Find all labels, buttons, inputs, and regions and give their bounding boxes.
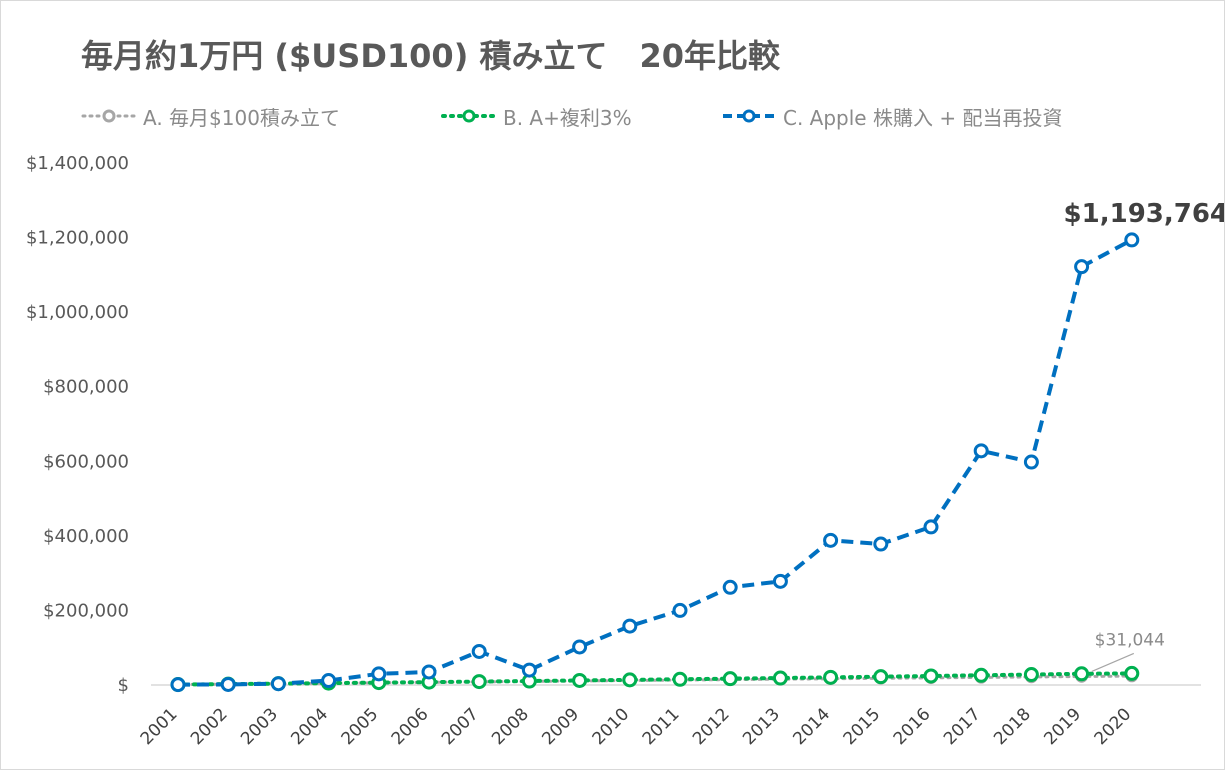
x-tick-label: 2002 xyxy=(187,704,232,749)
x-tick-label: 2012 xyxy=(689,704,734,749)
x-tick-label: 2011 xyxy=(639,704,684,749)
legend-swatch-b xyxy=(441,109,497,123)
x-tick-label: 2016 xyxy=(890,704,935,749)
x-tick-label: 2018 xyxy=(990,704,1035,749)
x-tick-label: 2013 xyxy=(739,704,784,749)
x-tick-label: 2008 xyxy=(488,704,533,749)
data-point-b xyxy=(973,667,989,683)
x-tick-label: 2009 xyxy=(538,704,583,749)
series-line-c xyxy=(177,238,1133,687)
data-point-c xyxy=(220,676,236,692)
data-point-c xyxy=(973,443,989,459)
legend-item-b: B. A+複利3% xyxy=(441,101,632,131)
data-point-c xyxy=(923,519,939,535)
data-point-c xyxy=(772,573,788,589)
y-tick-label: $1,200,000 xyxy=(26,228,129,249)
data-point-c xyxy=(1124,232,1140,248)
data-point-b xyxy=(572,672,588,688)
y-tick-label: $400,000 xyxy=(43,526,129,547)
x-tick-label: 2019 xyxy=(1040,704,1085,749)
x-tick-label: 2015 xyxy=(840,704,885,749)
annotation-final-value-b: $31,044 xyxy=(1095,630,1165,650)
annotation-final-value-c: $1,193,764 xyxy=(1064,199,1224,229)
y-tick-label: $200,000 xyxy=(43,600,129,621)
data-point-c xyxy=(421,664,437,680)
data-point-b xyxy=(622,672,638,688)
y-tick-label: $800,000 xyxy=(43,377,129,398)
data-point-c xyxy=(873,536,889,552)
annotation-leader-line xyxy=(1091,652,1135,672)
data-point-c xyxy=(622,618,638,634)
x-tick-label: 2005 xyxy=(338,704,383,749)
data-point-c xyxy=(521,662,537,678)
chart-title: 毎月約1万円 ($USD100) 積み立て 20年比較 xyxy=(81,37,780,75)
x-tick-label: 2017 xyxy=(940,704,985,749)
y-tick-label: $1,400,000 xyxy=(26,153,129,174)
data-point-b xyxy=(1023,667,1039,683)
y-tick-label: $1,000,000 xyxy=(26,302,129,323)
data-point-c xyxy=(170,677,186,693)
data-point-c xyxy=(823,532,839,548)
x-tick-label: 2014 xyxy=(789,704,834,749)
legend-swatch-c xyxy=(723,109,775,123)
data-point-c xyxy=(672,602,688,618)
x-tick-label: 2020 xyxy=(1091,704,1136,749)
legend-swatch-a xyxy=(81,109,137,123)
data-point-b xyxy=(471,674,487,690)
data-point-c xyxy=(1074,259,1090,275)
x-tick-label: 2003 xyxy=(237,704,282,749)
data-point-b xyxy=(873,669,889,685)
data-point-c xyxy=(471,643,487,659)
y-tick-label: $600,000 xyxy=(43,451,129,472)
data-point-b xyxy=(672,671,688,687)
data-point-b xyxy=(772,670,788,686)
legend-item-c: C. Apple 株購入 + 配当再投資 xyxy=(721,101,1062,131)
data-point-c xyxy=(321,673,337,689)
data-point-c xyxy=(270,676,286,692)
data-point-c xyxy=(371,666,387,682)
legend-label-a: A. 毎月$100積み立て xyxy=(143,105,340,130)
legend-item-a: A. 毎月$100積み立て xyxy=(81,101,340,131)
data-point-c xyxy=(722,579,738,595)
data-point-c xyxy=(572,639,588,655)
data-point-b xyxy=(1074,666,1090,682)
legend-label-b: B. A+複利3% xyxy=(503,105,632,130)
data-point-c xyxy=(1023,454,1039,470)
data-point-b xyxy=(1124,665,1140,681)
x-tick-label: 2010 xyxy=(589,704,634,749)
data-point-b xyxy=(823,669,839,685)
series-line-a xyxy=(176,674,1134,687)
series-line-b xyxy=(176,671,1134,687)
data-point-b xyxy=(923,668,939,684)
x-tick-label: 2004 xyxy=(287,704,332,749)
data-point-b xyxy=(722,671,738,687)
legend-label-c: C. Apple 株購入 + 配当再投資 xyxy=(783,105,1063,130)
x-tick-label: 2001 xyxy=(137,704,182,749)
y-tick-label: $ xyxy=(118,675,129,696)
x-tick-label: 2006 xyxy=(388,704,433,749)
x-tick-label: 2007 xyxy=(438,704,483,749)
chart-legend: A. 毎月$100積み立て B. A+複利3% C. Apple 株購入 + 配… xyxy=(1,101,1224,131)
